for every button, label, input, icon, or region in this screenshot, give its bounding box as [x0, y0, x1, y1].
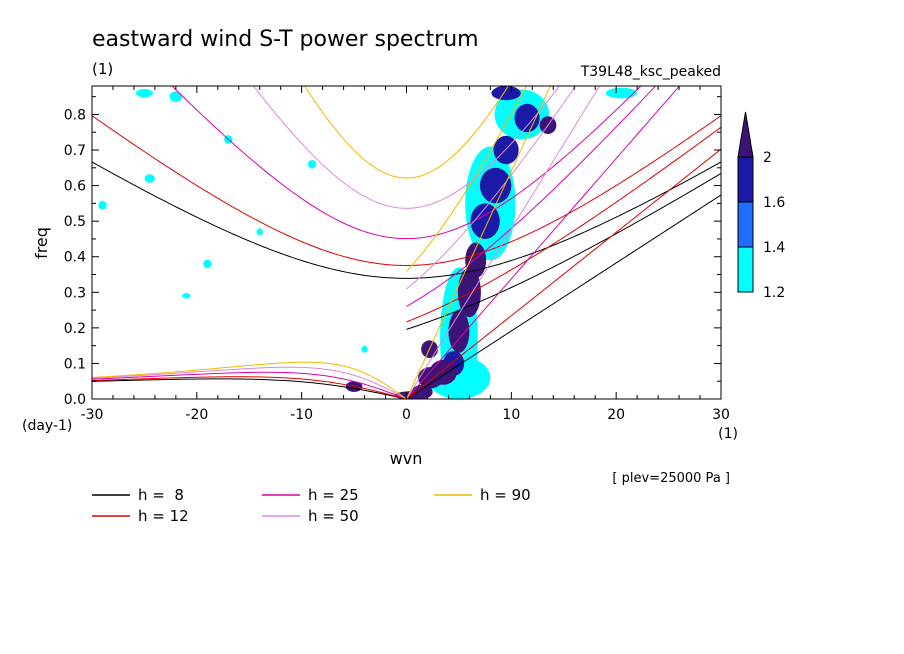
curve-rossby-h90: [92, 361, 407, 399]
y-tick-label: 0.1: [64, 356, 86, 372]
contour-blob-19: [514, 103, 540, 133]
colorbar-label: 2: [763, 150, 772, 166]
x-tick-label: -30: [81, 407, 104, 423]
curve-eig-h8: [406, 173, 721, 330]
contour-blob-24: [429, 359, 457, 385]
legend-label: h = 90: [480, 486, 531, 504]
x-tick-label: -20: [185, 407, 208, 423]
contour-blob-5: [98, 200, 107, 210]
y-tick-label: 0.2: [64, 321, 86, 337]
dispersion-curves: [92, 86, 721, 399]
contour-blob-26: [448, 310, 470, 353]
x-tick-label: -10: [290, 407, 313, 423]
x-tick-label: 20: [607, 407, 625, 423]
plev-annotation: [ plev=25000 Pa ]: [612, 471, 730, 486]
curve-ig-h12: [92, 115, 721, 266]
legend-label: h = 25: [308, 486, 359, 504]
legend-label: h = 50: [308, 507, 359, 525]
curve-eig-h25: [406, 86, 657, 307]
y-tick-label: 0.4: [64, 250, 86, 266]
colorbar-label: 1.2: [763, 285, 785, 301]
curve-ig-h50: [252, 86, 561, 209]
y-tick-label: 0.6: [64, 179, 86, 195]
y-tick-label: 0.0: [64, 392, 86, 408]
colorbar-label: 1.4: [763, 240, 785, 256]
curve-kelvin-h8: [406, 194, 721, 399]
x-tick-label: 0: [402, 407, 411, 423]
curve-ig-h90: [304, 86, 509, 179]
curve-rossby-h50: [92, 366, 407, 399]
colorbar-label: 1.6: [763, 195, 785, 211]
y-axis-label: freq: [32, 227, 51, 259]
experiment-label: T39L48_ksc_peaked: [580, 64, 721, 80]
plot-frame: [91, 85, 722, 400]
curve-kelvin-h25: [406, 86, 681, 399]
contour-blob-14: [605, 87, 638, 99]
axis-ticks: -30 -20 -10 0 10 20 30 0.0 0.1 0.2 0.3 0.4 0.5 0.6 0.7…: [64, 86, 730, 423]
x-axis-label: wvn: [390, 449, 423, 468]
curve-ig-h25: [171, 86, 642, 240]
colorbar-box-0: [737, 246, 754, 293]
colorbar-box-1: [737, 201, 754, 248]
legend-label: h = 12: [138, 507, 189, 525]
y-tick-label: 0.3: [64, 285, 86, 301]
x-unit-label: (1): [718, 426, 738, 442]
contour-blob-12: [256, 228, 263, 236]
colorbar-triangle: [737, 111, 754, 158]
y-tick-label: 0.8: [64, 107, 86, 123]
legend-label: h = 8: [138, 486, 184, 504]
contour-blob-27: [457, 267, 481, 318]
y-tick-label: 0.5: [64, 214, 86, 230]
colorbar-box-2: [737, 156, 754, 203]
contour-blob-11: [136, 88, 153, 98]
y-unit-label: (day-1): [22, 418, 72, 434]
curve-eig-h50: [406, 86, 577, 290]
x-tick-label: 30: [712, 407, 730, 423]
legend: h = 8 h = 12 h = 25 h = 50 h = 90: [92, 486, 531, 525]
curve-eig-h12: [406, 126, 721, 323]
contour-blob-6: [203, 259, 212, 269]
contour-layer: [98, 86, 638, 399]
contour-blob-4: [144, 174, 155, 183]
chart-title: eastward wind S-T power spectrum: [92, 27, 479, 52]
curve-kelvin-h90: [406, 86, 551, 399]
contour-blob-10: [307, 159, 317, 169]
contour-blob-13: [361, 345, 368, 353]
curve-kelvin-h50: [406, 86, 601, 399]
contour-blob-17: [479, 167, 512, 204]
contour-blob-20: [491, 86, 521, 101]
contour-blob-9: [169, 91, 183, 103]
curve-eig-h90: [406, 86, 528, 272]
curve-ig-h8: [92, 161, 721, 279]
curve-rossby-h8: [92, 378, 407, 399]
x-tick-label: 10: [502, 407, 520, 423]
y-tick-label: 0.7: [64, 143, 86, 159]
unit-label: (1): [92, 60, 113, 78]
colorbar: 1.2 1.4 1.6 2: [737, 111, 785, 301]
contour-blob-7: [182, 293, 191, 299]
curve-rossby-h25: [92, 371, 407, 399]
curve-rossby-h12: [92, 376, 407, 399]
curve-kelvin-h12: [406, 148, 721, 399]
